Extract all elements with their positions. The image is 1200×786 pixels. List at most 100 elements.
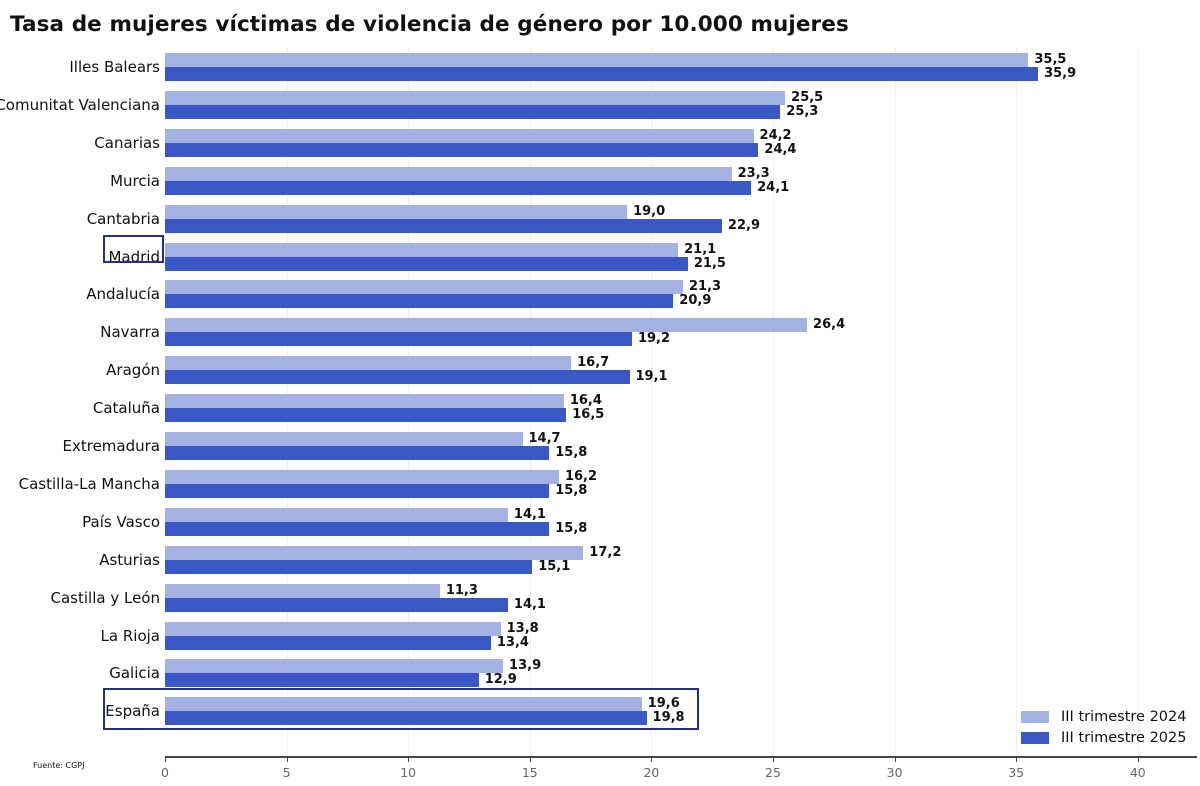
bar-2025 (165, 597, 508, 612)
x-tick (894, 756, 896, 762)
gridline (1016, 48, 1018, 756)
x-tick-label: 40 (1129, 765, 1146, 780)
bar-2025 (165, 142, 759, 157)
bar-2024 (165, 318, 808, 333)
legend-swatch-2024 (1021, 710, 1049, 723)
bar-group: Extremadura 14,7 15,8 (63, 431, 1195, 460)
value-label: 19,1 (635, 369, 668, 385)
chart-title: Tasa de mujeres víctimas de violencia de… (10, 12, 849, 37)
category-label: Illes Balears (69, 58, 160, 76)
x-tick (408, 756, 410, 762)
x-tick-label: 30 (886, 765, 903, 780)
bar-2025 (165, 408, 567, 423)
value-label: 24,2 (759, 127, 792, 143)
category-label: Galicia (109, 664, 160, 683)
value-label: 35,5 (1034, 52, 1067, 67)
bar-2025 (165, 635, 491, 650)
value-label: 15,8 (555, 445, 588, 460)
bar-2024 (165, 53, 1029, 67)
value-label: 11,3 (445, 582, 478, 598)
value-label: 25,3 (786, 103, 819, 119)
bar-group: España 19,6 19,8 (105, 697, 1195, 726)
bar-2025 (165, 483, 550, 498)
bar-2025 (165, 521, 550, 536)
bar-2025 (165, 67, 1039, 81)
legend-item-2024: III trimestre 2024 (1021, 706, 1186, 727)
highlight-box (103, 234, 164, 263)
value-label: 35,9 (1044, 66, 1077, 81)
x-tick (1137, 756, 1139, 762)
x-tick (165, 756, 166, 762)
value-label: 15,8 (555, 482, 588, 498)
x-tick (1016, 756, 1018, 762)
legend-label-2024: III trimestre 2024 (1061, 708, 1187, 725)
bar-2025 (165, 104, 781, 119)
value-label: 15,1 (538, 558, 571, 574)
gridline (1137, 48, 1139, 756)
bar-2024 (165, 394, 564, 409)
x-tick-label: 0 (161, 765, 169, 780)
value-label: 14,7 (528, 431, 561, 446)
category-label: España (105, 702, 160, 721)
bar-2024 (165, 432, 523, 446)
bar-group: Aragón 16,7 19,1 (106, 355, 1195, 385)
value-label: 21,1 (684, 241, 717, 257)
bar-2025 (165, 559, 533, 574)
gridline (894, 48, 896, 756)
x-tick-label: 35 (1008, 765, 1025, 780)
category-label: Navarra (100, 323, 160, 342)
value-label: 13,9 (509, 658, 542, 674)
bar-2024 (165, 280, 684, 295)
highlight-box (103, 688, 699, 731)
gridline (773, 48, 774, 756)
value-label: 13,8 (506, 620, 539, 636)
bar-2024 (165, 469, 559, 484)
category-label: La Rioja (100, 626, 160, 645)
plot-area: Illes Balears 35,5 35,9 Comunitat Valencian… (0, 48, 1195, 756)
x-tick-label: 10 (400, 765, 417, 780)
value-label: 19,0 (633, 203, 666, 219)
legend-label-2025: III trimestre 2025 (1061, 729, 1187, 746)
value-label: 24,1 (757, 179, 790, 195)
value-label: 16,5 (572, 407, 605, 423)
bar-group: Cataluña 16,4 16,5 (93, 393, 1195, 423)
gridline (651, 48, 653, 756)
bar-2025 (165, 673, 479, 688)
category-label: Cantabria (86, 209, 160, 228)
category-label: Aragón (106, 361, 160, 380)
value-label: 16,2 (564, 468, 598, 484)
value-label: 23,3 (737, 165, 770, 181)
bar-group: Madrid 21,1 21,5 (108, 241, 1195, 271)
category-label: Comunitat Valenciana (0, 95, 160, 114)
bar-2024 (165, 545, 584, 560)
x-tick-label: 15 (521, 765, 538, 780)
bar-group: Castilla-La Mancha 16,2 15,8 (19, 468, 1195, 498)
x-tick (773, 756, 774, 762)
category-label: Murcia (110, 171, 160, 190)
value-label: 21,3 (689, 279, 722, 295)
bar-2025 (165, 294, 674, 309)
bar-2024 (165, 697, 642, 712)
bar-group: Navarra 26,4 19,2 (100, 318, 1195, 347)
bar-group: Andalucía 21,3 20,9 (86, 279, 1195, 309)
value-label: 19,2 (637, 331, 671, 347)
bar-2024 (165, 166, 732, 181)
bar-group: Cantabria 19,0 22,9 (87, 203, 1195, 233)
bar-2024 (165, 356, 572, 371)
bar-group: Galicia 13,9 12,9 (109, 658, 1195, 688)
bar-2025 (165, 711, 647, 726)
value-label: 20,9 (679, 293, 712, 309)
value-label: 19,8 (652, 710, 685, 726)
bar-2025 (165, 446, 550, 460)
bar-group: Canarias 24,2 24,4 (94, 127, 1195, 157)
category-label: Cataluña (92, 399, 160, 418)
bar-2024 (165, 204, 628, 219)
bar-2025 (165, 180, 752, 195)
value-label: 21,5 (693, 255, 726, 271)
bar-2024 (165, 583, 440, 598)
value-label: 14,1 (513, 506, 546, 522)
value-label: 13,4 (496, 634, 529, 650)
value-label: 16,7 (577, 355, 610, 371)
bar-group: Asturias 17,2 15,1 (99, 545, 1195, 574)
value-label: 16,4 (569, 393, 602, 409)
